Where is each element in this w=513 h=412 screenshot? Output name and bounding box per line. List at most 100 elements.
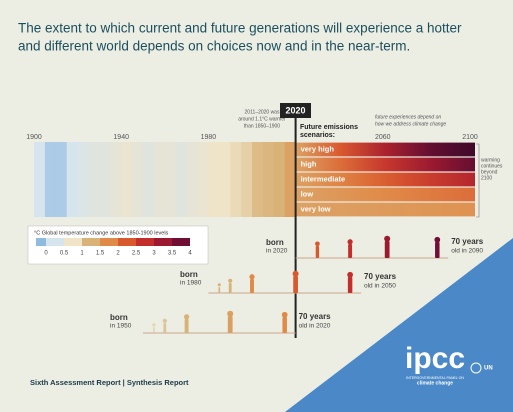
- warming-stripe: [56, 142, 67, 217]
- person-body: [163, 323, 166, 333]
- legend-swatch: [118, 238, 136, 246]
- age-year: old in 2050: [364, 283, 396, 290]
- person-head: [184, 314, 189, 319]
- warming-stripe: [143, 142, 154, 217]
- scenario-title: Future emissions: [300, 124, 358, 131]
- legend-swatch: [64, 238, 82, 246]
- person-head: [218, 283, 221, 286]
- warming-stripe: [99, 142, 110, 217]
- legend-swatch: [172, 238, 190, 246]
- person-head: [347, 239, 352, 244]
- person-body: [385, 241, 390, 258]
- year-label: 2100: [462, 134, 478, 141]
- born-label: born: [110, 313, 128, 322]
- legend-swatch: [154, 238, 172, 246]
- born-year: in 1980: [180, 280, 202, 287]
- scenario-bar: [296, 188, 475, 202]
- born-label: born: [266, 238, 284, 247]
- scenario-bar: [296, 158, 475, 172]
- logo-sub: INTERGOVERNMENTAL PANEL ON: [406, 376, 464, 380]
- annotation: 2100: [481, 175, 492, 181]
- warming-stripe: [198, 142, 209, 217]
- title-line: and different world depends on choices n…: [18, 39, 410, 54]
- un-logo: UN: [484, 366, 493, 372]
- born-year: in 1950: [110, 323, 132, 330]
- legend-tick: 2.5: [132, 251, 141, 257]
- person-body: [229, 283, 232, 293]
- person-head: [315, 241, 320, 246]
- age-label: 70 years: [364, 272, 397, 281]
- annotation: how we address climate change: [375, 121, 446, 127]
- warming-stripe: [263, 142, 274, 217]
- warming-stripe: [252, 142, 263, 217]
- scenario-label: high: [301, 159, 317, 168]
- annotation: than 1850–1900: [244, 123, 280, 129]
- age-year: old in 2020: [299, 323, 331, 330]
- warming-stripe: [78, 142, 89, 217]
- legend-swatch: [136, 238, 154, 246]
- year-label: 1940: [113, 134, 129, 141]
- born-label: born: [180, 270, 198, 279]
- scenario-label: very high: [301, 144, 335, 153]
- person-head: [434, 237, 440, 243]
- legend-tick: 1.5: [96, 251, 105, 257]
- person-body: [435, 242, 439, 258]
- person-body: [250, 279, 254, 293]
- warming-stripe: [132, 142, 143, 217]
- person-body: [282, 317, 286, 333]
- person-body: [348, 244, 352, 258]
- warming-stripe: [187, 142, 198, 217]
- logo: ipcc: [405, 342, 465, 375]
- warming-stripe: [208, 142, 219, 217]
- legend-tick: 0.5: [60, 251, 69, 257]
- annotation: future experiences depend on: [375, 114, 441, 120]
- warming-stripe: [67, 142, 78, 217]
- warming-stripe: [176, 142, 187, 217]
- logo-sub: climate change: [417, 380, 453, 386]
- warming-stripe: [34, 142, 45, 217]
- person-head: [384, 236, 390, 242]
- person-head: [293, 271, 299, 277]
- now-label: 2020: [285, 105, 305, 115]
- legend-swatch: [100, 238, 118, 246]
- person-body: [153, 327, 155, 333]
- warming-stripe: [219, 142, 230, 217]
- born-year: in 2020: [266, 248, 288, 255]
- warming-stripe: [45, 142, 56, 217]
- person-head: [163, 319, 167, 323]
- warming-stripe: [285, 142, 296, 217]
- person-head: [152, 323, 155, 326]
- warming-stripe: [274, 142, 285, 217]
- age-label: 70 years: [451, 237, 484, 246]
- person-body: [316, 246, 319, 258]
- person-head: [227, 311, 233, 317]
- person-body: [228, 316, 233, 333]
- person-body: [293, 276, 298, 293]
- warming-stripe: [154, 142, 165, 217]
- warming-stripe: [89, 142, 100, 217]
- person-body: [185, 319, 189, 333]
- scenario-label: low: [301, 189, 314, 198]
- warming-stripe: [230, 142, 241, 217]
- legend-swatch: [82, 238, 100, 246]
- scenario-label: intermediate: [301, 174, 346, 183]
- title-line: The extent to which current and future g…: [18, 21, 462, 36]
- infographic: The extent to which current and future g…: [0, 0, 513, 412]
- age-label: 70 years: [299, 312, 332, 321]
- legend-title: °C Global temperature change above 1850-…: [34, 230, 169, 236]
- person-head: [228, 279, 232, 283]
- person-head: [249, 274, 254, 279]
- footer-text: Sixth Assessment Report | Synthesis Repo…: [30, 378, 189, 387]
- year-label: 1980: [201, 134, 217, 141]
- warming-stripe: [110, 142, 121, 217]
- scenario-title: scenarios:: [300, 132, 335, 139]
- annotation: 2011–2020 was: [245, 109, 280, 115]
- age-year: old in 2090: [451, 248, 483, 255]
- year-label: 1900: [26, 134, 42, 141]
- legend-swatch: [46, 238, 64, 246]
- warming-stripe: [121, 142, 132, 217]
- person-body: [348, 277, 352, 293]
- person-head: [347, 272, 353, 278]
- person-head: [282, 312, 288, 318]
- bracket: [476, 144, 479, 217]
